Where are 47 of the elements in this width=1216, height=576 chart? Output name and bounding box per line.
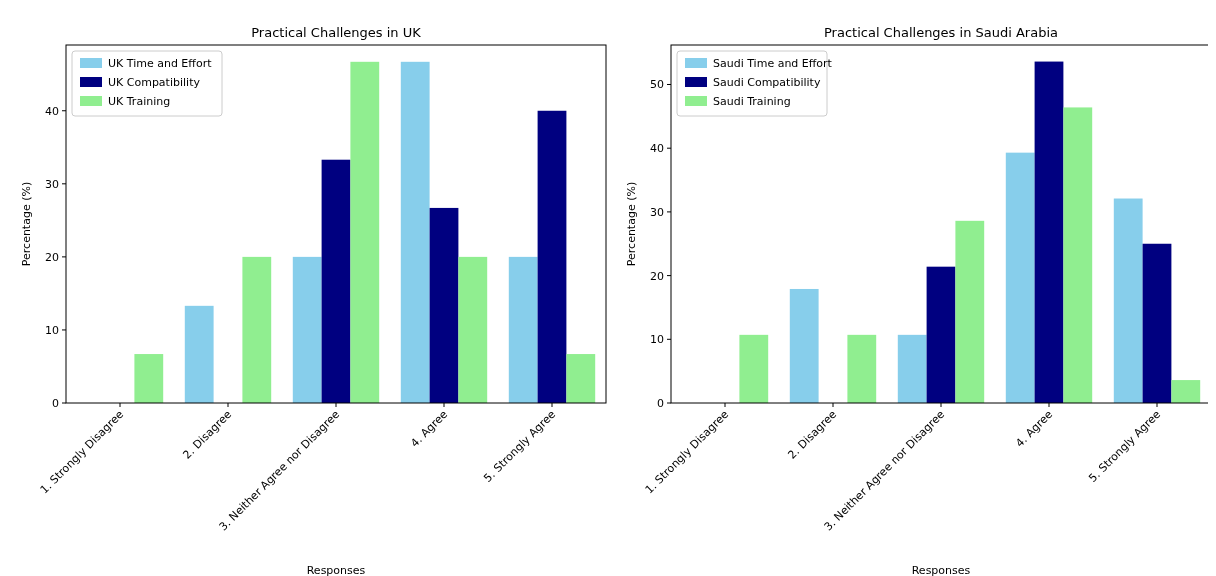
bar — [350, 61, 380, 403]
bar — [321, 159, 351, 403]
y-tick-label: 50 — [650, 78, 664, 92]
legend-label: UK Training — [108, 95, 171, 108]
bar — [458, 256, 488, 403]
bar — [292, 256, 322, 403]
legend-label: Saudi Training — [713, 95, 791, 108]
y-tick-label: 40 — [650, 142, 664, 156]
y-axis-title: Percentage (%) — [20, 181, 33, 267]
legend-label: Saudi Time and Effort — [713, 57, 833, 70]
bar — [508, 256, 538, 403]
y-tick-label: 30 — [45, 177, 59, 191]
bar — [1171, 380, 1201, 403]
bar — [1142, 243, 1172, 403]
bar — [926, 266, 956, 403]
bar — [1005, 152, 1035, 403]
y-tick-label: 0 — [52, 397, 59, 410]
bar — [566, 354, 596, 403]
bar — [1034, 61, 1064, 403]
y-tick-label: 20 — [45, 250, 59, 264]
x-axis-title: Responses — [911, 564, 971, 576]
y-tick-label: 40 — [45, 104, 59, 118]
bar — [1113, 198, 1143, 403]
y-tick-label: 10 — [650, 333, 664, 347]
y-axis-title: Percentage (%) — [625, 181, 638, 267]
x-axis-title: Responses — [306, 564, 366, 576]
bar — [400, 61, 430, 403]
bar — [242, 256, 272, 403]
bar — [955, 220, 985, 403]
bar — [897, 334, 927, 403]
bar — [537, 110, 567, 403]
chart-title: Practical Challenges in UK — [251, 25, 422, 40]
bar — [1063, 107, 1093, 403]
y-tick-label: 20 — [650, 269, 664, 283]
bar — [184, 305, 214, 403]
bar — [789, 288, 819, 403]
bar — [429, 207, 459, 403]
bar — [847, 334, 877, 403]
y-tick-label: 30 — [650, 205, 664, 219]
legend-label: UK Compatibility — [108, 76, 201, 89]
legend-label: Saudi Compatibility — [713, 76, 821, 89]
y-tick-label: 10 — [45, 323, 59, 337]
legend-label: UK Time and Effort — [108, 57, 213, 70]
bar — [134, 354, 164, 403]
chart-title: Practical Challenges in Saudi Arabia — [823, 25, 1059, 40]
bar — [739, 334, 769, 403]
y-tick-label: 0 — [657, 397, 664, 410]
